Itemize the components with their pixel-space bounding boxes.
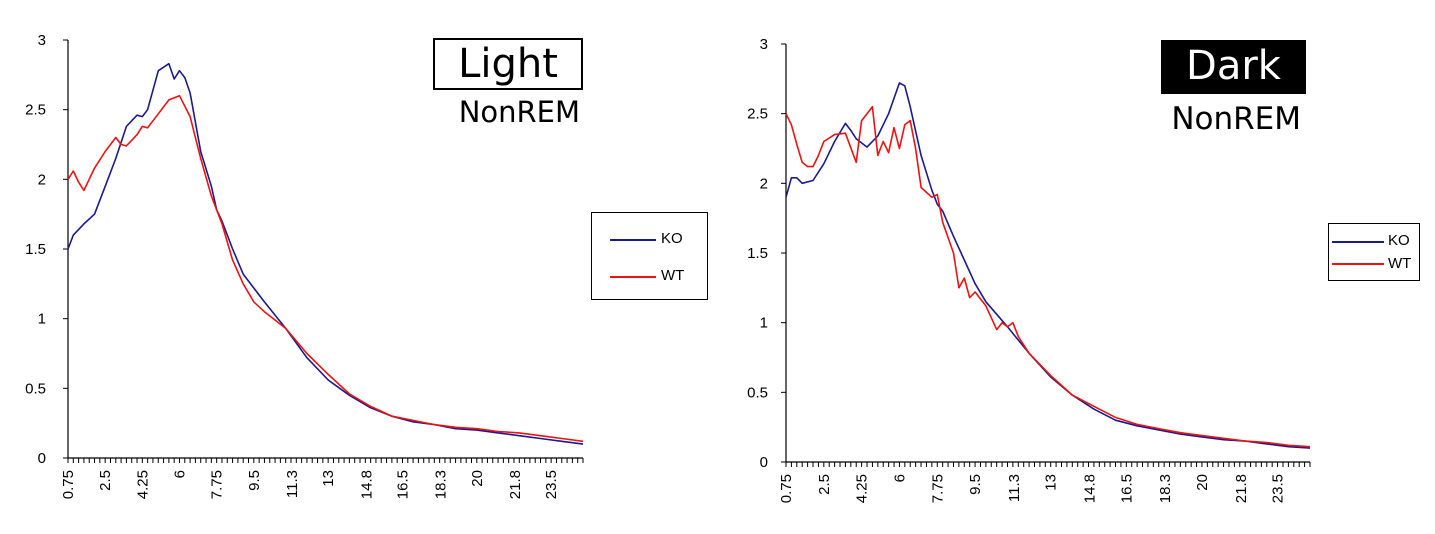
- chart-panel-dark: 0 0.5 1 1.5 2 2.5 3 0.75 2.5 4.25 6 7.75 9.5 11.3 13 14…: [718, 0, 1435, 529]
- legend-swatch-wt: [1332, 263, 1384, 265]
- chart-svg-dark: 0 0.5 1 1.5 2 2.5 3 0.75 2.5 4.25 6 7.75 9.5 11.3 13 14…: [747, 36, 1311, 503]
- legend-label-wt: WT: [1388, 255, 1412, 272]
- y-tick-label: 0: [760, 454, 768, 471]
- y-tick-label: 1.5: [25, 241, 46, 258]
- chart-title-light: Light: [433, 38, 583, 90]
- legend-label-ko: KO: [1388, 232, 1410, 249]
- chart-title-dark: Dark: [1161, 40, 1306, 94]
- x-tick-label: 23.5: [1270, 474, 1287, 503]
- y-tick-label: 1: [760, 315, 768, 332]
- legend-swatch-ko: [610, 239, 656, 241]
- x-tick-label: 4.25: [134, 470, 151, 499]
- series-line-ko: [67, 62, 584, 445]
- legend-label-ko: KO: [661, 230, 683, 247]
- x-tick-label: 6: [171, 470, 188, 478]
- x-tick-label: 6: [891, 474, 908, 482]
- chart-svg-light: 0 0.5 1 1.5 2 2.5 3 0.75 2.5 4.25 6 7.75 9.5 11.3 13 14…: [25, 32, 584, 499]
- y-tick-label: 2: [760, 175, 768, 192]
- x-tick-label: 16.5: [1118, 474, 1135, 503]
- x-tick-label: 16.5: [394, 470, 411, 499]
- chart-subtitle-dark: NonREM: [1171, 101, 1301, 137]
- x-tick-label: 9.5: [967, 474, 984, 495]
- x-tick-label: 14.8: [358, 470, 375, 499]
- x-tick-label: 2.5: [816, 474, 833, 495]
- series-line-ko: [785, 82, 1311, 449]
- x-tick-label: 2.5: [97, 470, 114, 491]
- y-tick-label: 1.5: [747, 245, 768, 262]
- x-tick-label: 11.3: [284, 470, 301, 498]
- series-line-wt: [785, 105, 1311, 448]
- y-tick-label: 0.5: [747, 384, 768, 401]
- y-tick-label: 2.5: [25, 102, 46, 119]
- y-tick-label: 0.5: [25, 380, 46, 397]
- x-tick-label: 7.75: [929, 474, 946, 503]
- x-tick-label: 11.3: [1006, 474, 1023, 502]
- legend-item-wt: WT: [1332, 255, 1418, 273]
- legend-light: KO WT: [591, 212, 708, 300]
- y-tick-label: 3: [38, 32, 46, 49]
- y-tick-label: 2.5: [747, 106, 768, 123]
- y-tick-label: 2: [38, 171, 46, 188]
- chart-panel-light: 0 0.5 1 1.5 2 2.5 3 0.75 2.5 4.25 6 7.75 9.5 11.3 13 14…: [0, 0, 717, 529]
- y-tick-label: 0: [38, 450, 46, 467]
- x-tick-label: 4.25: [854, 474, 871, 503]
- x-tick-label: 13: [320, 470, 337, 487]
- legend-dark: KO WT: [1328, 223, 1420, 281]
- x-tick-label: 0.75: [60, 470, 77, 499]
- x-tick-label: 20: [469, 470, 486, 487]
- x-tick-label: 23.5: [543, 470, 560, 499]
- x-tick-label: 9.5: [246, 470, 263, 491]
- y-tick-label: 1: [38, 311, 46, 328]
- x-tick-label: 21.8: [1233, 474, 1250, 503]
- x-tick-label: 7.75: [209, 470, 226, 499]
- legend-swatch-wt: [610, 276, 656, 278]
- x-tick-label: 13: [1043, 474, 1060, 491]
- chart-subtitle-light: NonREM: [458, 95, 580, 129]
- legend-label-wt: WT: [661, 267, 685, 284]
- x-tick-label: 20: [1194, 474, 1211, 491]
- x-tick-label: 14.8: [1082, 474, 1099, 503]
- x-tick-label: 21.8: [507, 470, 524, 499]
- y-tick-label: 3: [760, 36, 768, 53]
- legend-item-ko: KO: [610, 230, 705, 248]
- series-line-wt: [67, 94, 584, 443]
- x-tick-label: 0.75: [778, 474, 795, 503]
- legend-swatch-ko: [1332, 241, 1384, 243]
- legend-item-wt: WT: [610, 267, 705, 285]
- legend-item-ko: KO: [1332, 232, 1418, 250]
- x-tick-label: 18.3: [1157, 474, 1174, 503]
- x-tick-label: 18.3: [433, 470, 450, 499]
